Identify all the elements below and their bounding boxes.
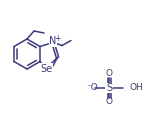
Text: N: N	[49, 37, 57, 46]
Text: Se: Se	[40, 64, 52, 73]
Text: ⁻O: ⁻O	[86, 84, 98, 92]
Text: S: S	[106, 83, 112, 93]
Text: O: O	[106, 70, 112, 78]
Text: OH: OH	[129, 84, 143, 92]
Text: +: +	[54, 34, 60, 43]
Text: O: O	[106, 98, 112, 106]
